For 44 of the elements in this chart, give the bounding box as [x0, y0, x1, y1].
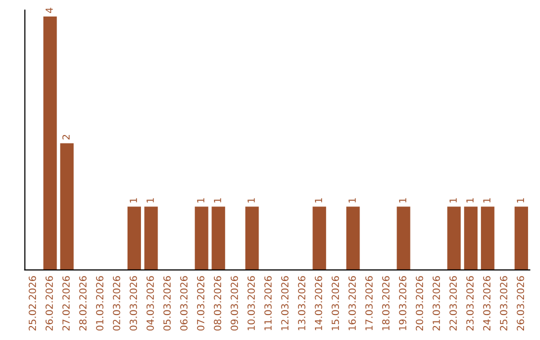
x-tick-label: 01.03.2026: [96, 276, 104, 331]
x-tick-label: 10.03.2026: [248, 276, 255, 330]
data-label: 1: [450, 198, 457, 202]
x-tick-label: 27.02.2026: [62, 276, 70, 330]
x-tick-label: 05.03.2026: [163, 276, 171, 331]
x-tick-label: 14.03.2026: [314, 276, 322, 330]
x-tick-label: 19.03.2026: [398, 276, 406, 330]
data-label: 1: [314, 198, 322, 202]
data-label: 4: [46, 8, 53, 13]
x-tick-label: 02.03.2026: [112, 276, 120, 331]
x-tick-label: 09.03.2026: [230, 276, 238, 331]
x-tick-label: 26.03.2026: [516, 276, 524, 330]
data-label: 1: [348, 198, 356, 202]
data-label: 1: [214, 198, 222, 202]
x-tick-label: 26.02.2026: [46, 276, 53, 330]
x-tick-label: 25.02.2026: [28, 276, 36, 330]
data-label: 1: [146, 198, 154, 202]
x-tick-label: 03.03.2026: [130, 276, 138, 331]
x-tick-label: 23.03.2026: [466, 276, 474, 330]
x-tick-label: 20.03.2026: [416, 276, 424, 330]
x-tick-label: 24.03.2026: [483, 276, 490, 330]
x-tick-label: 06.03.2026: [180, 276, 188, 331]
data-label: 1: [197, 198, 204, 202]
data-label: 1: [399, 198, 406, 202]
x-tick-label: 17.03.2026: [365, 276, 373, 330]
x-tick-label: 22.03.2026: [449, 276, 457, 330]
x-tick-label: 07.03.2026: [197, 276, 204, 331]
x-tick-label: 16.03.2026: [348, 276, 356, 330]
data-label: 1: [130, 198, 137, 202]
data-label: 2: [62, 134, 70, 140]
data-label: 1: [516, 198, 524, 202]
x-tick-label: 25.03.2026: [500, 276, 508, 330]
x-tick-label: 08.03.2026: [214, 276, 222, 331]
x-tick-label: 21.03.2026: [432, 276, 440, 330]
x-tick-label: 12.03.2026: [281, 276, 289, 330]
x-tick-label: 28.02.2026: [79, 276, 87, 330]
x-tick-label: 04.03.2026: [146, 276, 154, 331]
data-label: 1: [483, 198, 490, 202]
x-tick-label: 13.03.2026: [298, 276, 306, 330]
x-tick-label: 15.03.2026: [332, 276, 340, 330]
x-tick-label: 11.03.2026: [264, 276, 272, 330]
data-label: 1: [466, 198, 474, 202]
x-tick-label: 18.03.2026: [382, 276, 390, 330]
data-label: 1: [248, 198, 255, 202]
